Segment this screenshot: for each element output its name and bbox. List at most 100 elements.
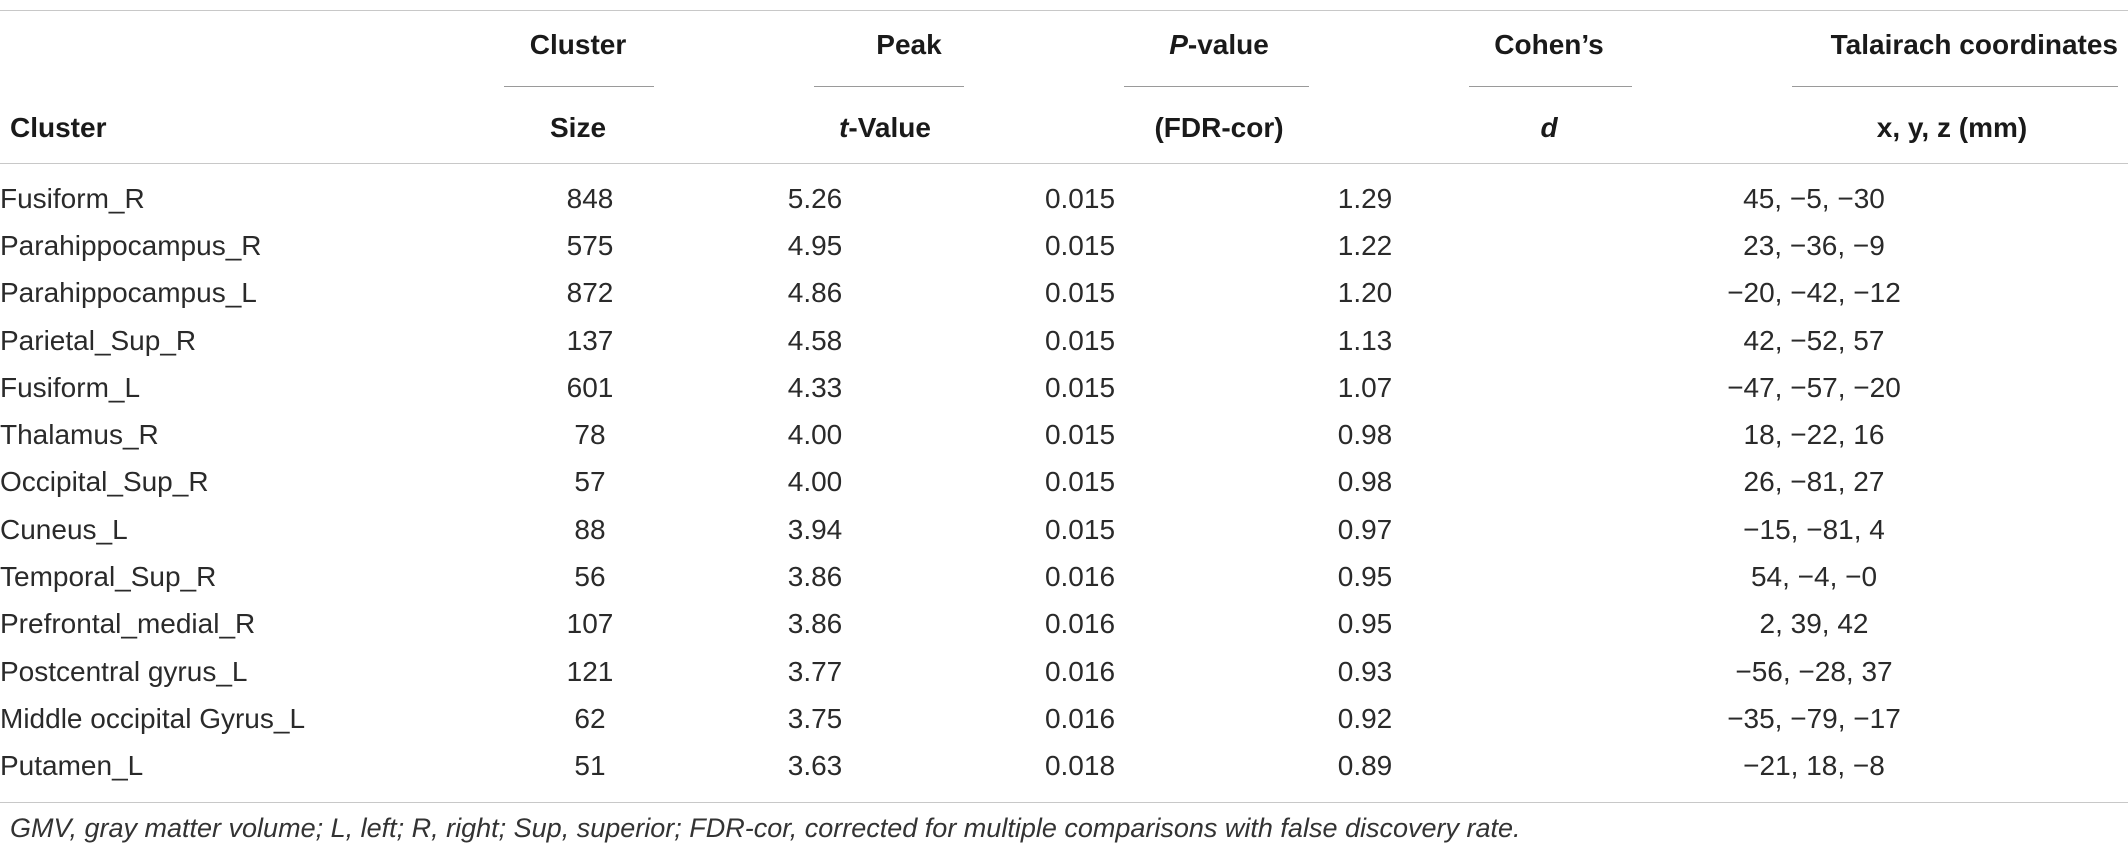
cluster-size-cell: 137 [566,324,614,356]
p-value-cell: 0.016 [1044,655,1116,687]
cohens-d-cell: 1.29 [1337,182,1393,214]
talairach-coordinates-cell: −47, −57, −20 [1727,371,1901,403]
cluster-size-cell: 56 [574,561,606,593]
cluster-name-cell: Parahippocampus_R [0,229,262,261]
peak-t-cell: 3.94 [787,513,843,545]
p-value-cell: 0.015 [1044,229,1116,261]
p-value-cell: 0.016 [1044,702,1116,734]
peak-t-cell: 3.77 [787,655,843,687]
bottom-rule [0,802,2128,803]
peak-t-cell: 4.00 [787,419,843,451]
cohens-d-cell: 1.13 [1337,324,1393,356]
cluster-size-cell: 575 [566,229,614,261]
cohens-d-cell: 0.95 [1337,608,1393,640]
header-t-top: Peak [876,29,942,60]
cohens-d-cell: 0.98 [1337,466,1393,498]
talairach-coordinates-cell: 42, −52, 57 [1743,324,1885,356]
cohens-d-cell: 0.95 [1337,561,1393,593]
p-value-cell: 0.015 [1044,466,1116,498]
peak-t-cell: 3.75 [787,702,843,734]
cluster-size-cell: 57 [574,466,606,498]
cluster-size-cell: 848 [566,182,614,214]
p-value-cell: 0.016 [1044,561,1116,593]
header-p-top: P-value [1169,28,1269,62]
cluster-name-cell: Putamen_L [0,750,144,782]
table-row: Fusiform_L 601 4.33 0.015 1.07 −47, −57, −20 [0,364,2128,411]
p-value-cell: 0.015 [1044,324,1116,356]
talairach-coordinates-cell: 54, −4, −0 [1750,561,1878,593]
table-footnote: GMV, gray matter volume; L, left; R, rig… [10,813,1521,843]
talairach-coordinates-cell: 45, −5, −30 [1743,182,1885,214]
cluster-name-cell: Cuneus_L [0,513,128,545]
peak-t-cell: 4.00 [787,466,843,498]
header-t-bottom: t-Value [839,111,931,145]
peak-t-cell: 4.58 [787,324,843,356]
talairach-coordinates-cell: −56, −28, 37 [1735,655,1893,687]
cluster-size-cell: 51 [574,750,606,782]
p-value-cell: 0.015 [1044,371,1116,403]
header-size-underline [504,86,654,87]
cluster-size-cell: 121 [566,655,614,687]
peak-t-cell: 3.63 [787,750,843,782]
cluster-size-cell: 107 [566,608,614,640]
cohens-d-cell: 0.93 [1337,655,1393,687]
header-t-bottom-rest: -Value [848,112,931,143]
cohens-d-cell: 0.98 [1337,419,1393,451]
p-value-cell: 0.015 [1044,513,1116,545]
talairach-coordinates-cell: −35, −79, −17 [1727,702,1901,734]
peak-t-cell: 4.33 [787,371,843,403]
talairach-coordinates-cell: −15, −81, 4 [1743,513,1885,545]
cohens-d-cell: 1.20 [1337,277,1393,309]
table-row: Middle occipital Gyrus_L 62 3.75 0.016 0.92 −… [0,695,2128,742]
header-t-underline [814,86,964,87]
cluster-size-cell: 62 [574,702,606,734]
top-rule [0,10,2128,11]
cluster-name-cell: Middle occipital Gyrus_L [0,702,306,734]
cluster-name-cell: Parahippocampus_L [0,277,257,309]
table-row: Occipital_Sup_R 57 4.00 0.015 0.98 26, −81, 2… [0,459,2128,506]
header-size-top: Cluster [529,29,627,60]
header-xyz-bottom: x, y, z (mm) [1876,112,2028,143]
cohens-d-cell: 1.07 [1337,371,1393,403]
header-t-bottom-italic: t [839,112,849,143]
cluster-name-cell: Fusiform_L [0,371,141,403]
p-value-cell: 0.015 [1044,277,1116,309]
header-d-underline [1469,86,1632,87]
p-value-cell: 0.016 [1044,608,1116,640]
cluster-size-cell: 872 [566,277,614,309]
table-row: Thalamus_R 78 4.00 0.015 0.98 18, −22, 16 [0,411,2128,458]
cohens-d-cell: 0.97 [1337,513,1393,545]
header-xyz-underline [1792,86,2118,87]
cluster-name-cell: Temporal_Sup_R [0,561,217,593]
header-p-top-italic: P [1169,29,1188,60]
cluster-name-cell: Parietal_Sup_R [0,324,197,356]
header-d-bottom: d [1540,112,1558,143]
header-d-top: Cohen’s [1494,29,1604,60]
table-row: Postcentral gyrus_L 121 3.77 0.016 0.93 −56, … [0,648,2128,695]
table-row: Parahippocampus_R 575 4.95 0.015 1.22 23, −36… [0,222,2128,269]
header-rule [0,163,2128,164]
header-size-bottom: Size [549,112,607,143]
cluster-size-cell: 88 [574,513,606,545]
header-cluster: Cluster [10,112,107,143]
talairach-coordinates-cell: −20, −42, −12 [1727,277,1901,309]
p-value-cell: 0.018 [1044,750,1116,782]
cluster-name-cell: Prefrontal_medial_R [0,608,256,640]
table-row: Putamen_L 51 3.63 0.018 0.89 −21, 18, −8 [0,743,2128,790]
peak-t-cell: 3.86 [787,608,843,640]
table-row: Parietal_Sup_R 137 4.58 0.015 1.13 42, −52, 5… [0,317,2128,364]
peak-t-cell: 3.86 [787,561,843,593]
header-p-bottom: (FDR-cor) [1154,112,1284,143]
p-value-cell: 0.015 [1044,419,1116,451]
table-row: Parahippocampus_L 872 4.86 0.015 1.20 −20, −4… [0,270,2128,317]
peak-t-cell: 4.86 [787,277,843,309]
cohens-d-cell: 0.92 [1337,702,1393,734]
cluster-name-cell: Occipital_Sup_R [0,466,209,498]
p-value-cell: 0.015 [1044,182,1116,214]
header-p-underline [1124,86,1309,87]
cluster-name-cell: Postcentral gyrus_L [0,655,248,687]
results-table-body: Fusiform_R 848 5.26 0.015 1.29 45, −5, −30 Par… [0,175,2128,790]
table-row: Temporal_Sup_R 56 3.86 0.016 0.95 54, −4, −0 [0,553,2128,600]
peak-t-cell: 5.26 [787,182,843,214]
